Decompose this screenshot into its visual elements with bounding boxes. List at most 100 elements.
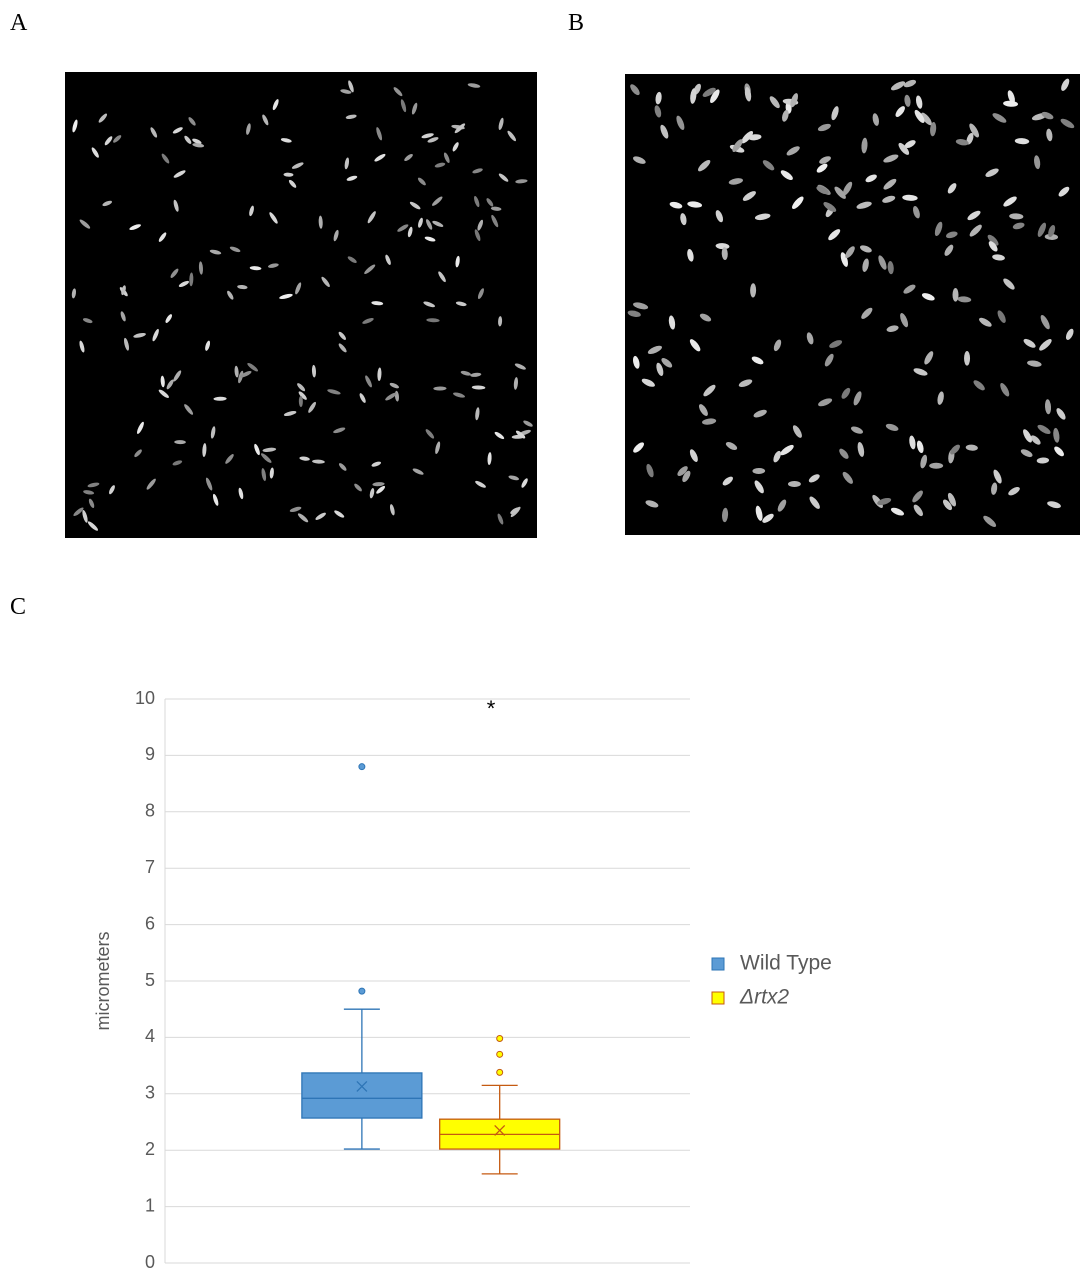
cell (728, 178, 743, 185)
cell (997, 310, 1006, 323)
cell (792, 196, 804, 209)
panel-label: A (10, 10, 28, 36)
cell (166, 379, 174, 390)
micrograph (625, 74, 1080, 535)
y-tick-label: 7 (145, 857, 155, 877)
cell (985, 168, 999, 177)
cell (513, 377, 518, 390)
cell (859, 245, 872, 253)
cell (102, 200, 113, 207)
cell (365, 375, 372, 388)
cell (298, 391, 307, 400)
cell (295, 282, 302, 295)
cell (722, 476, 733, 486)
cell (829, 340, 843, 348)
cell (942, 499, 953, 511)
cell (641, 378, 655, 387)
mean-marker (356, 1081, 368, 1092)
cell (354, 483, 362, 492)
cell (377, 367, 382, 382)
cell (950, 444, 960, 455)
cell (338, 331, 346, 340)
cell (261, 468, 267, 482)
cell (212, 493, 219, 506)
cell (773, 450, 781, 463)
cell (912, 490, 923, 503)
cell (741, 130, 754, 144)
cell (385, 392, 397, 401)
cell (903, 284, 916, 294)
cell (184, 135, 192, 144)
cell (280, 138, 292, 143)
panel-label: B (568, 10, 584, 36)
y-tick-label: 3 (145, 1083, 155, 1103)
cell (254, 443, 260, 456)
cell (283, 172, 294, 177)
cell (178, 280, 190, 288)
cell (347, 256, 357, 263)
cell (134, 449, 142, 458)
cell (400, 99, 407, 113)
cell (1061, 78, 1070, 91)
cell (944, 244, 954, 256)
cell (433, 386, 447, 391)
cell (213, 396, 227, 401)
cell (432, 220, 444, 227)
cell (1023, 429, 1032, 443)
micrograph (65, 72, 537, 538)
cell (471, 385, 486, 390)
cell (498, 117, 504, 131)
cell (121, 285, 126, 296)
cell (470, 372, 482, 377)
cell (934, 221, 943, 237)
cell (913, 206, 920, 219)
cell (1030, 435, 1041, 445)
cell (83, 490, 95, 495)
cell (987, 234, 999, 246)
cell (687, 201, 703, 208)
legend-swatch (711, 957, 725, 971)
cell (680, 213, 687, 226)
cell (627, 310, 641, 317)
cell (633, 442, 644, 453)
cell (477, 219, 484, 231)
outlier (358, 763, 366, 771)
cell (754, 480, 764, 494)
cell (234, 365, 239, 378)
cell (1036, 457, 1050, 464)
cell (434, 162, 446, 168)
y-axis-label: micrometers (93, 931, 113, 1030)
cell (523, 420, 533, 427)
cell (521, 478, 528, 488)
cell (205, 340, 211, 351)
cell (1007, 90, 1015, 104)
cell (817, 123, 831, 132)
cell (346, 175, 358, 181)
cell (1054, 446, 1064, 457)
cell (333, 427, 346, 434)
cell (435, 441, 441, 455)
cell (389, 382, 399, 389)
cell (418, 217, 423, 228)
legend-label: Wild Type (740, 952, 832, 975)
y-tick-label: 8 (145, 801, 155, 821)
cell (702, 418, 717, 425)
cell (1053, 427, 1060, 443)
cell (308, 401, 316, 413)
cell (973, 380, 985, 391)
cell (249, 266, 262, 271)
cell (98, 113, 108, 123)
y-tick-label: 4 (145, 1026, 155, 1046)
cell (150, 127, 158, 138)
cell (198, 261, 203, 275)
cell (237, 284, 248, 290)
cell (1041, 111, 1054, 120)
cell (229, 246, 241, 253)
cell (861, 137, 868, 154)
cell (385, 254, 391, 265)
cell (146, 478, 156, 490)
cell (732, 139, 743, 153)
cell (71, 288, 77, 299)
significance-marker: * (487, 696, 496, 721)
cell (133, 333, 146, 338)
